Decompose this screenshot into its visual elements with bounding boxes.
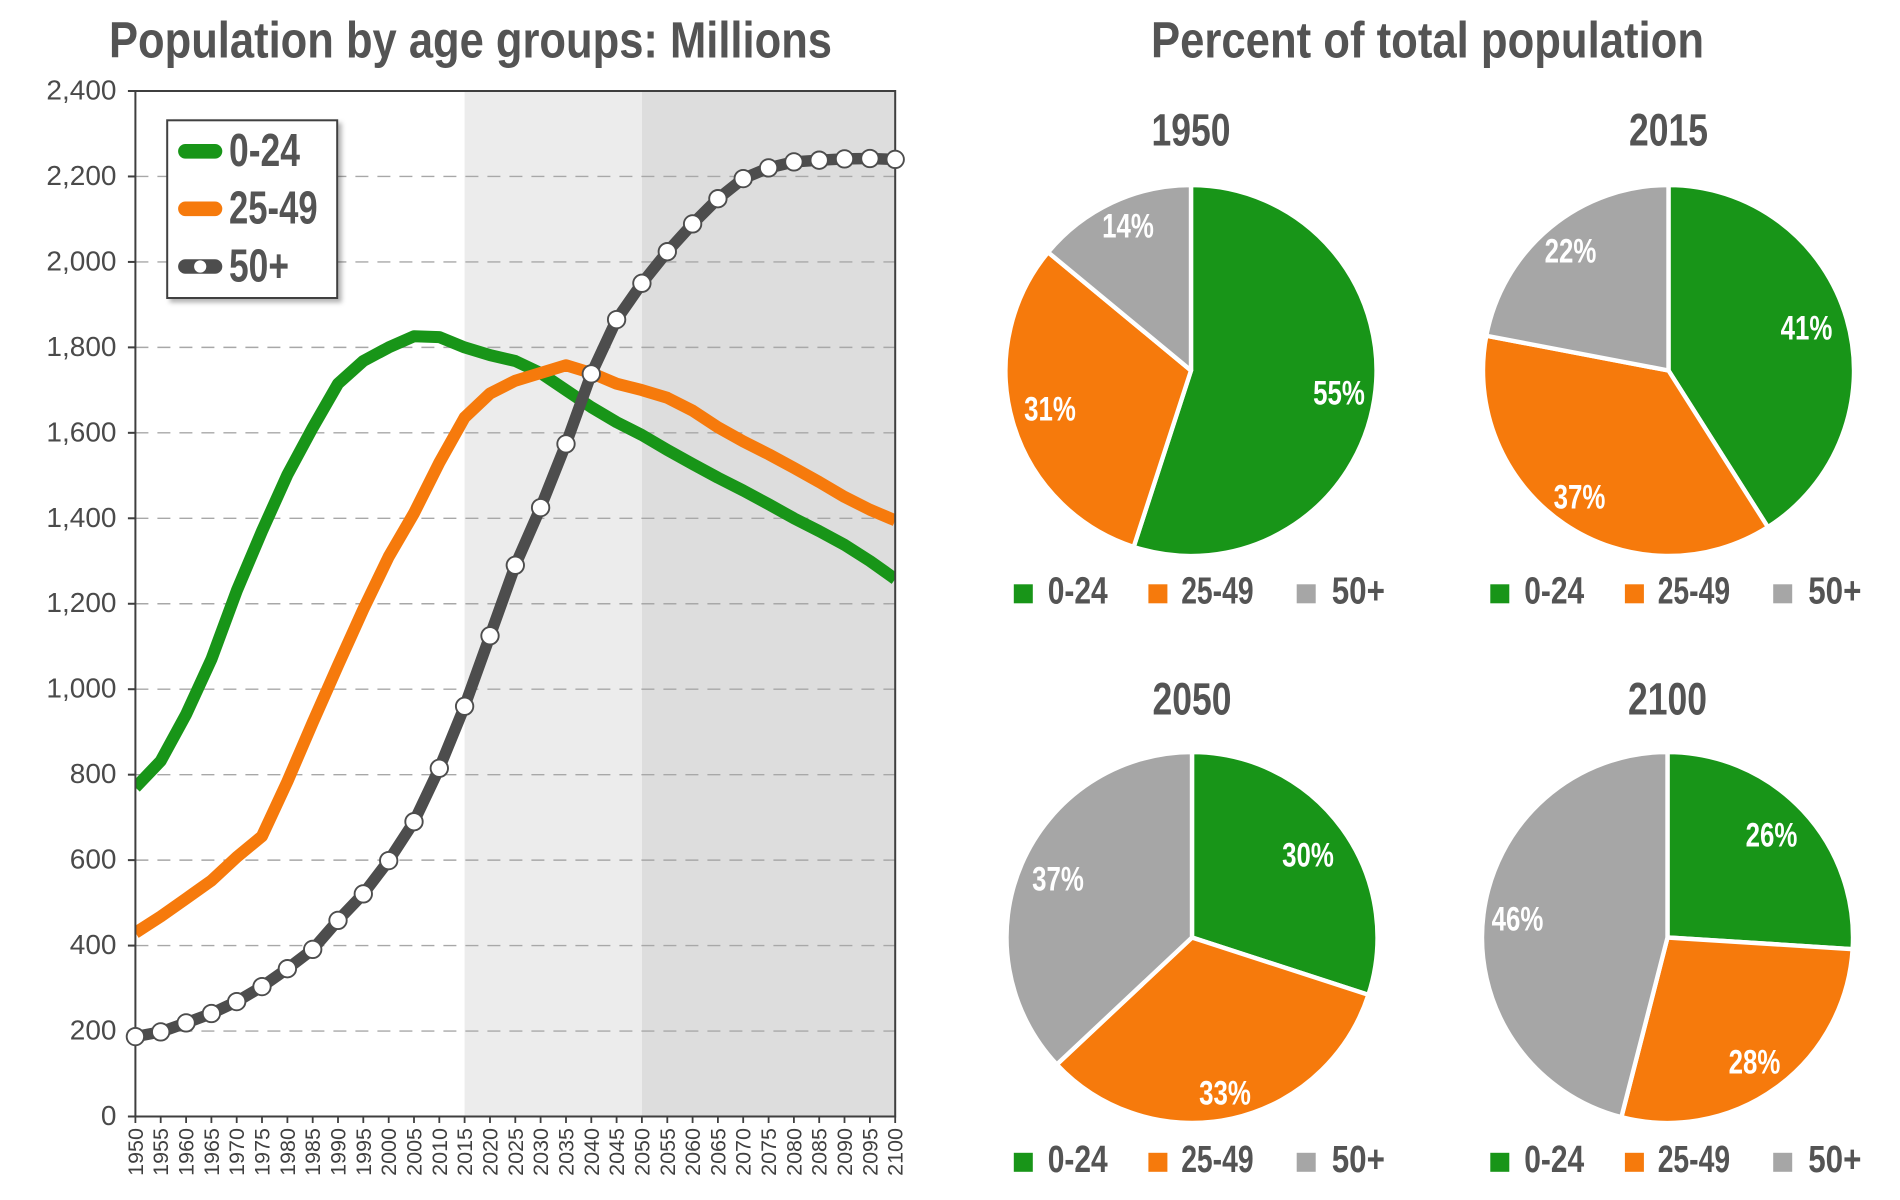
svg-text:25-49: 25-49: [1658, 1139, 1730, 1181]
svg-text:30%: 30%: [1282, 837, 1334, 875]
svg-text:800: 800: [70, 758, 117, 789]
svg-text:2,000: 2,000: [46, 245, 116, 276]
svg-text:50+: 50+: [1332, 1139, 1385, 1181]
svg-text:1950: 1950: [124, 1128, 148, 1176]
svg-text:37%: 37%: [1554, 479, 1606, 517]
svg-text:0: 0: [101, 1100, 117, 1131]
svg-text:1955: 1955: [149, 1128, 173, 1176]
svg-text:1990: 1990: [327, 1128, 351, 1176]
svg-text:2035: 2035: [555, 1128, 579, 1176]
svg-text:1995: 1995: [352, 1128, 376, 1176]
svg-text:2010: 2010: [428, 1128, 452, 1176]
svg-text:2015: 2015: [1629, 104, 1708, 155]
svg-text:2,400: 2,400: [46, 75, 116, 106]
svg-text:2100: 2100: [1628, 674, 1707, 725]
svg-text:2050: 2050: [1153, 674, 1232, 725]
svg-text:2030: 2030: [529, 1128, 553, 1176]
svg-text:0-24: 0-24: [1048, 571, 1108, 613]
svg-text:2045: 2045: [605, 1128, 629, 1176]
svg-text:1,400: 1,400: [46, 502, 116, 533]
svg-text:26%: 26%: [1746, 817, 1798, 855]
svg-text:1985: 1985: [301, 1128, 325, 1176]
svg-text:2020: 2020: [479, 1128, 503, 1176]
svg-text:22%: 22%: [1545, 233, 1597, 271]
svg-text:2070: 2070: [732, 1128, 756, 1176]
svg-text:2065: 2065: [706, 1128, 730, 1176]
svg-text:25-49: 25-49: [1658, 571, 1730, 613]
svg-text:50+: 50+: [1808, 1139, 1861, 1181]
svg-text:2095: 2095: [858, 1128, 882, 1176]
svg-text:Percent of total population: Percent of total population: [1151, 12, 1704, 69]
svg-text:50+: 50+: [1332, 571, 1385, 613]
svg-text:600: 600: [70, 844, 117, 875]
svg-text:37%: 37%: [1032, 861, 1084, 899]
svg-text:2005: 2005: [403, 1128, 427, 1176]
svg-text:200: 200: [70, 1015, 117, 1046]
svg-text:400: 400: [70, 929, 117, 960]
svg-text:55%: 55%: [1313, 375, 1365, 413]
svg-text:Population by age groups: Mill: Population by age groups: Millions: [109, 12, 832, 69]
svg-text:1,600: 1,600: [46, 416, 116, 447]
svg-text:1950: 1950: [1152, 104, 1231, 155]
svg-text:0-24: 0-24: [1524, 1139, 1584, 1181]
svg-text:1,200: 1,200: [46, 587, 116, 618]
svg-text:1960: 1960: [175, 1128, 199, 1176]
svg-text:2055: 2055: [656, 1128, 680, 1176]
svg-text:50+: 50+: [1808, 571, 1861, 613]
svg-text:33%: 33%: [1199, 1075, 1251, 1113]
svg-text:46%: 46%: [1492, 901, 1544, 939]
svg-text:1980: 1980: [276, 1128, 300, 1176]
svg-text:2050: 2050: [630, 1128, 654, 1176]
svg-text:28%: 28%: [1729, 1044, 1781, 1082]
svg-text:1970: 1970: [225, 1128, 249, 1176]
svg-text:31%: 31%: [1024, 391, 1076, 429]
svg-text:25-49: 25-49: [1181, 1139, 1253, 1181]
svg-text:2060: 2060: [681, 1128, 705, 1176]
svg-text:1,800: 1,800: [46, 331, 116, 362]
svg-text:2075: 2075: [757, 1128, 781, 1176]
svg-text:1975: 1975: [251, 1128, 275, 1176]
svg-text:2,200: 2,200: [46, 160, 116, 191]
svg-text:1,000: 1,000: [46, 673, 116, 704]
svg-text:2080: 2080: [782, 1128, 806, 1176]
svg-text:2000: 2000: [377, 1128, 401, 1176]
svg-text:2090: 2090: [833, 1128, 857, 1176]
svg-text:14%: 14%: [1102, 208, 1154, 246]
svg-text:2085: 2085: [808, 1128, 832, 1176]
svg-text:50+: 50+: [229, 239, 289, 291]
svg-text:2040: 2040: [580, 1128, 604, 1176]
svg-text:0-24: 0-24: [1524, 571, 1584, 613]
svg-text:2100: 2100: [884, 1128, 908, 1176]
svg-text:25-49: 25-49: [1181, 571, 1253, 613]
svg-text:2015: 2015: [453, 1128, 477, 1176]
svg-text:2025: 2025: [504, 1128, 528, 1176]
svg-text:41%: 41%: [1781, 310, 1833, 348]
svg-text:0-24: 0-24: [1048, 1139, 1108, 1181]
svg-text:25-49: 25-49: [229, 182, 318, 234]
svg-text:1965: 1965: [200, 1128, 224, 1176]
svg-text:0-24: 0-24: [229, 124, 300, 176]
